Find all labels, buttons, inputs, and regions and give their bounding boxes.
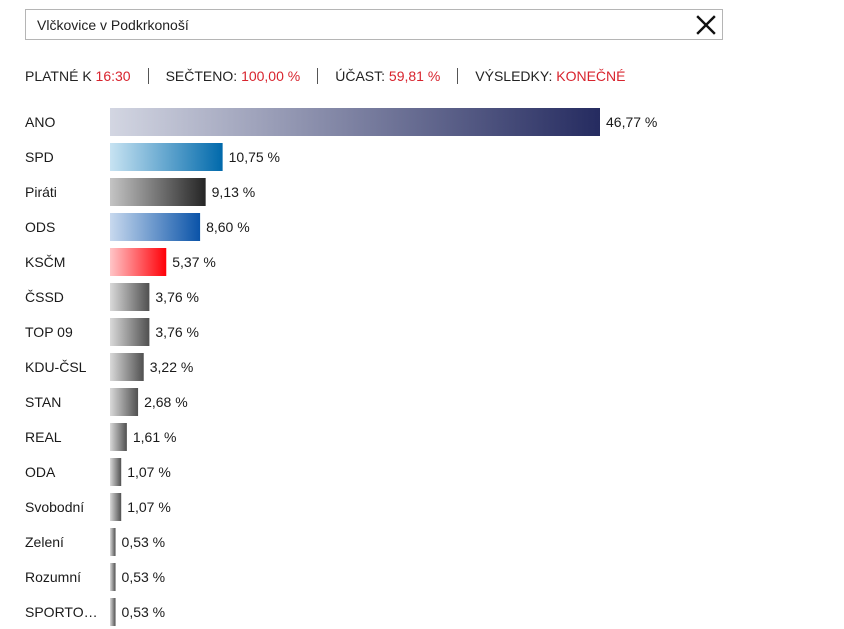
result-bar: [110, 178, 206, 206]
counted-label: SEČTENO:: [165, 68, 238, 84]
result-bar: [110, 248, 167, 276]
valid-value: 16:30: [95, 68, 131, 84]
party-label: ČSSD: [25, 289, 64, 305]
party-label: ANO: [25, 114, 55, 130]
status-bar: PLATNÉ K 16:30 SEČTENO: 100,00 % ÚČAST: …: [25, 67, 625, 85]
party-label: Piráti: [25, 184, 57, 200]
result-value-label: 3,76 %: [155, 324, 199, 340]
results-value: KONEČNÉ: [556, 68, 626, 84]
turnout-label: ÚČAST:: [335, 68, 386, 84]
result-bar: [110, 143, 223, 171]
valid-label: PLATNÉ K: [25, 68, 92, 84]
result-value-label: 1,07 %: [127, 499, 171, 515]
result-value-label: 2,68 %: [144, 394, 188, 410]
result-bar: [110, 283, 150, 311]
result-bar: [110, 213, 201, 241]
divider: [147, 68, 149, 84]
party-label: ODA: [25, 464, 56, 480]
result-value-label: 3,76 %: [155, 289, 199, 305]
party-label: ODS: [25, 219, 55, 235]
result-bar: [110, 598, 116, 626]
party-label: KSČM: [25, 254, 65, 270]
result-bar: [110, 563, 116, 591]
party-label: Svobodní: [25, 499, 84, 515]
result-value-label: 10,75 %: [229, 149, 280, 165]
result-bar: [110, 318, 150, 346]
result-value-label: 1,07 %: [127, 464, 171, 480]
result-bar: [110, 423, 127, 451]
divider: [317, 68, 319, 84]
result-bar: [110, 108, 600, 136]
result-value-label: 0,53 %: [122, 604, 166, 620]
result-value-label: 0,53 %: [122, 569, 166, 585]
party-label: Rozumní: [25, 569, 81, 585]
results-label: VÝSLEDKY:: [475, 68, 553, 84]
result-bar: [110, 353, 144, 381]
party-label: SPORTO…: [25, 604, 98, 620]
party-label: SPD: [25, 149, 54, 165]
result-bar: [110, 458, 122, 486]
party-label: KDU-ČSL: [25, 359, 87, 375]
search-box: [25, 9, 723, 40]
party-label: REAL: [25, 429, 62, 445]
result-bar: [110, 388, 139, 416]
result-bar: [110, 493, 122, 521]
result-value-label: 0,53 %: [122, 534, 166, 550]
result-value-label: 9,13 %: [212, 184, 256, 200]
result-value-label: 46,77 %: [606, 114, 657, 130]
turnout-value: 59,81 %: [388, 68, 441, 84]
divider: [457, 68, 459, 84]
close-icon[interactable]: [694, 13, 718, 37]
party-label: STAN: [25, 394, 61, 410]
result-bar: [110, 528, 116, 556]
close-icon-glyph: [696, 15, 716, 35]
party-label: Zelení: [25, 534, 64, 550]
results-bar-chart: ANO 46,77 % SPD 10,75 % Piráti 9,13 % ODS 8,60 …: [25, 108, 657, 626]
result-value-label: 3,22 %: [150, 359, 194, 375]
search-input[interactable]: [26, 10, 686, 39]
party-label: TOP 09: [25, 324, 73, 340]
result-value-label: 8,60 %: [206, 219, 250, 235]
counted-value: 100,00 %: [241, 68, 301, 84]
result-value-label: 5,37 %: [172, 254, 216, 270]
result-value-label: 1,61 %: [133, 429, 177, 445]
